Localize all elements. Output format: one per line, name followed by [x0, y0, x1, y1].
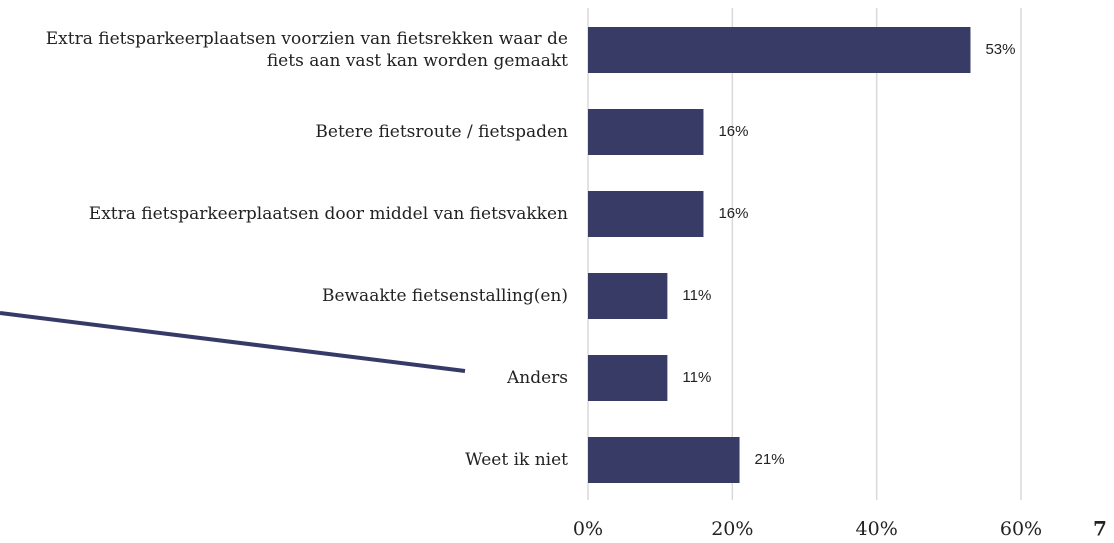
bar — [588, 191, 704, 237]
category-label: Betere fietsroute / fietspaden — [315, 122, 568, 142]
value-label: 53% — [985, 41, 1015, 58]
category-label: Bewaakte fietsenstalling(en) — [321, 286, 568, 306]
x-tick-label: 60% — [1000, 518, 1042, 540]
value-label: 21% — [755, 451, 785, 468]
category-label: Anders — [506, 368, 568, 388]
value-label: 11% — [682, 369, 711, 386]
category-label: Weet ik niet — [465, 450, 568, 470]
x-tick-label: 0% — [573, 518, 603, 540]
bar — [588, 273, 668, 319]
value-label: 11% — [682, 287, 711, 304]
category-label: Extra fietsparkeerplaatsen door middel v… — [88, 204, 568, 224]
bar — [588, 109, 704, 155]
bar — [588, 437, 740, 483]
bar — [588, 355, 668, 401]
value-label: 16% — [718, 205, 748, 222]
value-label: 16% — [718, 123, 748, 140]
decorative-line — [0, 311, 466, 373]
x-tick-label: 40% — [856, 518, 898, 540]
category-label: Extra fietsparkeerplaatsen voorzien van … — [45, 29, 568, 71]
x-tick-label: 20% — [711, 518, 753, 540]
bar — [588, 27, 971, 73]
page-number: 7 — [1093, 517, 1107, 541]
